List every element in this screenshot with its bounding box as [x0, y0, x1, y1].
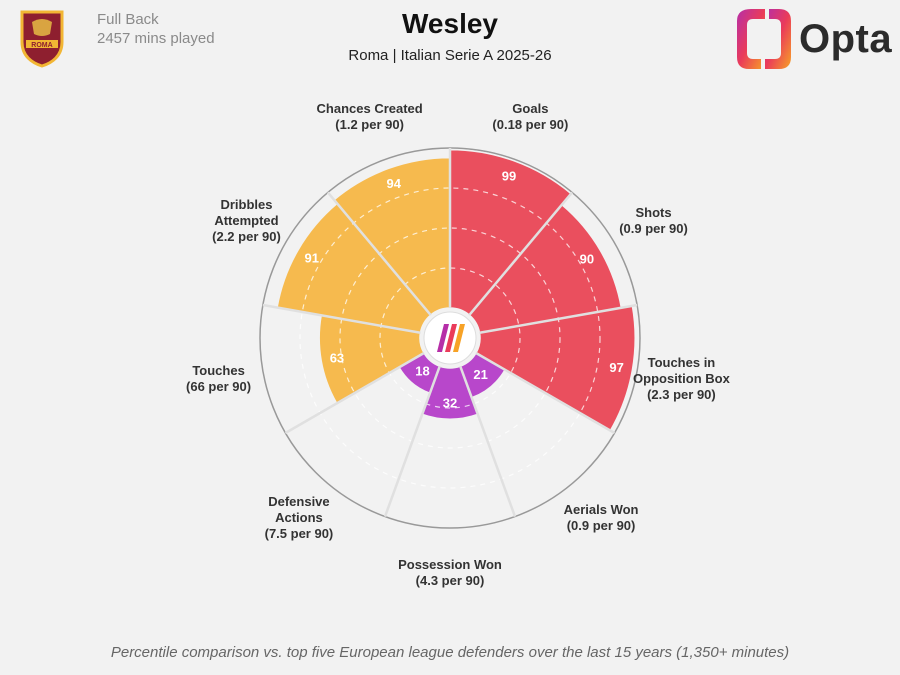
axis-label: Shots (0.9 per 90)	[569, 205, 739, 237]
grid-ring	[339, 227, 561, 449]
axis-label: Touches (66 per 90)	[134, 363, 304, 395]
percentile-label: 99	[502, 168, 516, 183]
percentile-label: 90	[580, 252, 594, 267]
axis-label-value: (4.3 per 90)	[415, 573, 485, 588]
axis-label-name: Actions	[275, 510, 323, 526]
opta-logo: Opta	[735, 7, 895, 71]
grid-ring	[379, 267, 521, 409]
opta-mark-icon	[737, 9, 791, 69]
axis-label: Touches in Opposition Box (2.3 per 90)	[596, 355, 766, 403]
club-crest: ROMA	[20, 10, 64, 68]
radar-spoke	[475, 351, 616, 435]
axis-label-name: Chances Created	[316, 101, 423, 117]
radar-spoke	[459, 365, 517, 517]
axis-label-value: (0.9 per 90)	[566, 518, 636, 534]
percentile-label: 32	[443, 396, 457, 411]
radar-spoke	[468, 191, 574, 316]
radar-spoke	[326, 191, 432, 316]
player-meta: Full Back 2457 mins played	[97, 10, 215, 48]
axis-label-name: Aerials Won	[563, 502, 639, 518]
radar-spoke	[479, 303, 638, 335]
radar-sector	[449, 148, 573, 317]
axis-label-value: (0.18 per 90)	[492, 117, 569, 133]
player-position: Full Back	[97, 11, 159, 28]
axis-label-value: (66 per 90)	[186, 378, 252, 394]
percentile-label: 18	[415, 363, 429, 378]
radar-sector	[332, 156, 451, 317]
axis-label-name: Goals	[512, 101, 549, 117]
axis-label: Defensive Actions (7.5 per 90)	[214, 494, 384, 542]
axis-label-name: Shots	[635, 204, 672, 220]
percentile-label: 63	[330, 350, 344, 365]
axis-label: Aerials Won (0.9 per 90)	[516, 502, 686, 534]
axis-label-name: Defensive	[268, 494, 330, 510]
axis-label-value: (2.3 per 90)	[647, 386, 716, 402]
axis-label-value: (0.9 per 90)	[619, 220, 688, 236]
center-logo-mark-icon	[437, 324, 465, 352]
axis-label: Chances Created (1.2 per 90)	[285, 101, 455, 133]
radar-spoke	[262, 303, 421, 335]
axis-label-name: Opposition Box	[633, 370, 730, 386]
chart-title: Wesley	[402, 8, 498, 39]
axis-label-name: Dribbles	[220, 196, 273, 212]
grid-ring	[299, 187, 601, 489]
radar-spoke	[383, 365, 441, 517]
axis-label-value: (2.2 per 90)	[212, 228, 281, 244]
axis-label-value: (1.2 per 90)	[335, 117, 404, 133]
axis-label-name: Attempted	[214, 212, 279, 228]
axis-label: Possession Won (4.3 per 90)	[365, 557, 535, 589]
axis-label-name: Touches in	[647, 354, 716, 370]
footnote: Percentile comparison vs. top five Europ…	[110, 644, 790, 661]
opta-wordmark: Opta	[799, 17, 893, 61]
axis-label: Dribbles Attempted (2.2 per 90)	[161, 197, 331, 245]
radar-sector	[276, 202, 432, 334]
minutes-played: 2457 mins played	[97, 30, 215, 47]
percentile-label: 94	[387, 176, 402, 191]
crest-text: ROMA	[31, 42, 52, 49]
axis-label: Goals (0.18 per 90)	[445, 101, 615, 133]
radar-spoke	[284, 351, 425, 435]
chart-subtitle: Roma | Italian Serie A 2025-26	[348, 47, 552, 64]
axis-label-value: (7.5 per 90)	[264, 526, 334, 542]
axis-label-name: Touches	[192, 362, 245, 378]
axis-label-name: Possession Won	[398, 557, 502, 572]
percentile-label: 97	[609, 360, 623, 375]
radar-sector	[468, 203, 623, 334]
radar-sector	[318, 314, 426, 405]
percentile-label: 91	[305, 251, 319, 266]
percentile-label: 21	[473, 367, 487, 382]
